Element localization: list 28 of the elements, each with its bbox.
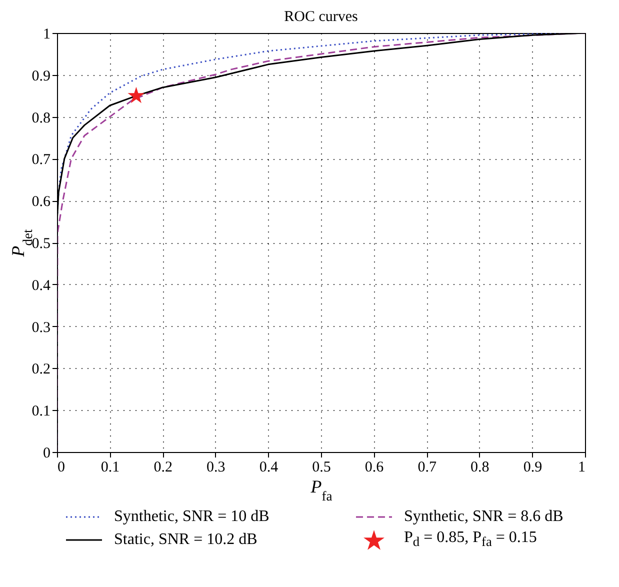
x-tick-label: 0.7	[418, 460, 437, 476]
y-tick-label: 0.6	[32, 194, 51, 210]
y-tick-label: 0.9	[32, 68, 50, 84]
y-tick-label: 0.4	[32, 278, 51, 294]
y-tick-label: 0.2	[32, 362, 50, 378]
legend-label: Synthetic, SNR = 10 dB	[114, 508, 270, 526]
x-tick-label: 0.8	[470, 460, 490, 476]
y-tick-label: 1	[43, 26, 50, 42]
y-tick-label: 0.7	[32, 152, 51, 168]
y-tick-label: 0.8	[32, 110, 50, 126]
x-axis-title: P$_{fa}$	[310, 476, 332, 503]
x-tick-label: 0.2	[154, 460, 172, 476]
x-tick-label: 0.4	[259, 460, 279, 476]
x-tick-label: 0.9	[523, 460, 542, 476]
chart-title: ROC curves	[284, 9, 358, 25]
legend-label: P$_{d}$ = 0.85, P$_{fa}$ = 0.15	[404, 529, 537, 550]
legend-label: Static, SNR = 10.2 dB	[114, 530, 258, 549]
x-tick-label: 1	[578, 460, 586, 476]
x-tick-label: 0	[58, 460, 65, 476]
x-tick-label: 0.3	[206, 460, 226, 476]
y-tick-label: 0	[43, 446, 50, 462]
legend-label: Synthetic, SNR = 8.6 dB	[404, 508, 564, 526]
x-tick-label: 0.1	[100, 460, 120, 476]
y-tick-label: 0.5	[32, 236, 50, 252]
y-tick-label: 0.1	[32, 404, 50, 420]
x-tick-label: 0.5	[312, 460, 331, 476]
y-tick-label: 0.3	[32, 320, 50, 336]
x-tick-label: 0.6	[364, 460, 384, 476]
